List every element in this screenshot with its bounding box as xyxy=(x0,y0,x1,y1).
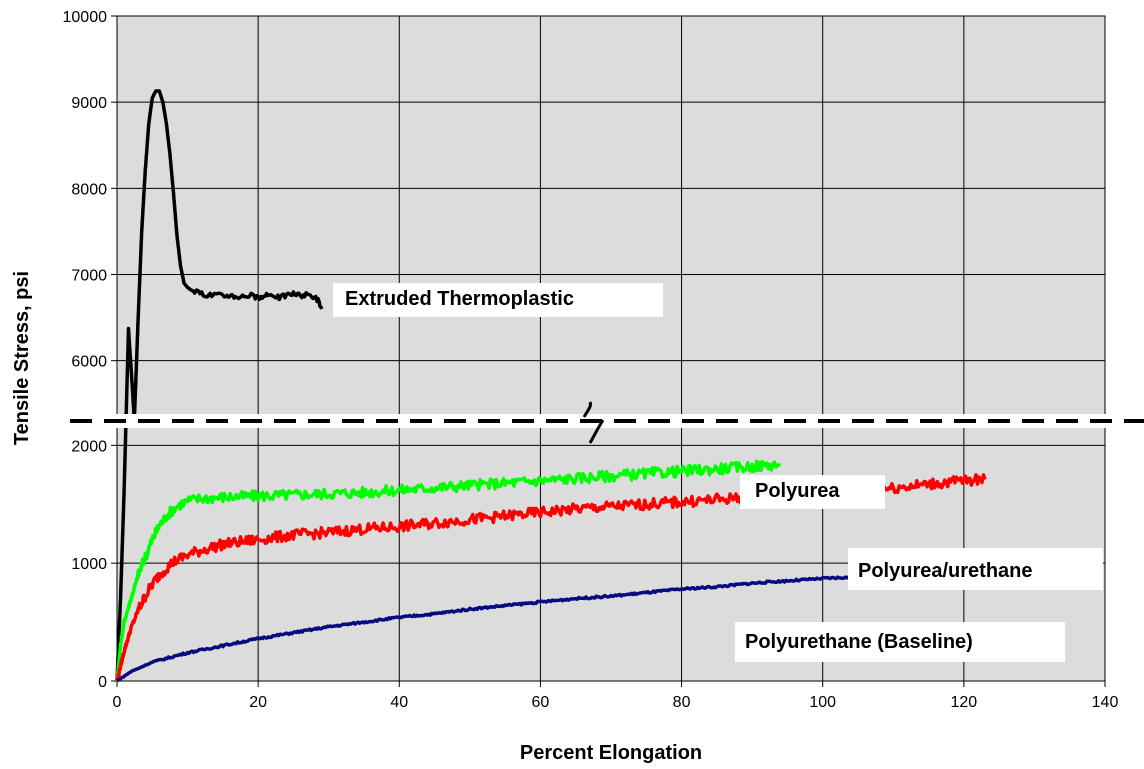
x-tick-label: 80 xyxy=(673,694,691,711)
x-tick-label: 140 xyxy=(1092,694,1119,711)
y-tick-label: 9000 xyxy=(71,95,107,112)
y-axis-ticks: 0 1000 2000 6000 7000 8000 9000 10000 xyxy=(63,9,117,691)
x-tick-label: 100 xyxy=(809,694,836,711)
x-tick-label: 40 xyxy=(390,694,408,711)
series-line-1 xyxy=(115,459,782,683)
x-axis-title: Percent Elongation xyxy=(520,742,702,764)
x-tick-label: 60 xyxy=(532,694,550,711)
series-label: Polyurethane (Baseline) xyxy=(745,631,973,653)
y-axis-title: Tensile Stress, psi xyxy=(11,271,33,445)
y-tick-label: 6000 xyxy=(71,354,107,371)
y-tick-label: 2000 xyxy=(71,438,107,455)
x-tick-label: 0 xyxy=(113,694,122,711)
series-label-bg xyxy=(333,283,663,317)
y-tick-label: 7000 xyxy=(71,268,107,285)
series-lines xyxy=(115,89,987,683)
series-label-bg xyxy=(740,475,885,509)
series-label-bg xyxy=(735,622,1065,662)
x-tick-label: 20 xyxy=(249,694,267,711)
x-axis-ticks: 0 20 40 60 80 100 120 140 xyxy=(113,681,1119,711)
y-tick-label: 0 xyxy=(98,674,107,691)
y-tick-label: 1000 xyxy=(71,556,107,573)
series-labels: Extruded Thermoplastic Polyurea Polyurea/u… xyxy=(333,283,1103,662)
axis-break-marker xyxy=(0,401,1144,444)
x-tick-label: 120 xyxy=(951,694,978,711)
series-label: Polyurea xyxy=(755,480,840,502)
y-tick-label: 8000 xyxy=(71,181,107,198)
series-label: Extruded Thermoplastic xyxy=(345,288,574,310)
y-tick-label: 10000 xyxy=(63,9,108,26)
series-line-3 xyxy=(116,574,852,683)
series-label: Polyurea/urethane xyxy=(858,560,1033,582)
series-label-bg xyxy=(848,548,1103,590)
series-line-0 xyxy=(115,89,324,682)
